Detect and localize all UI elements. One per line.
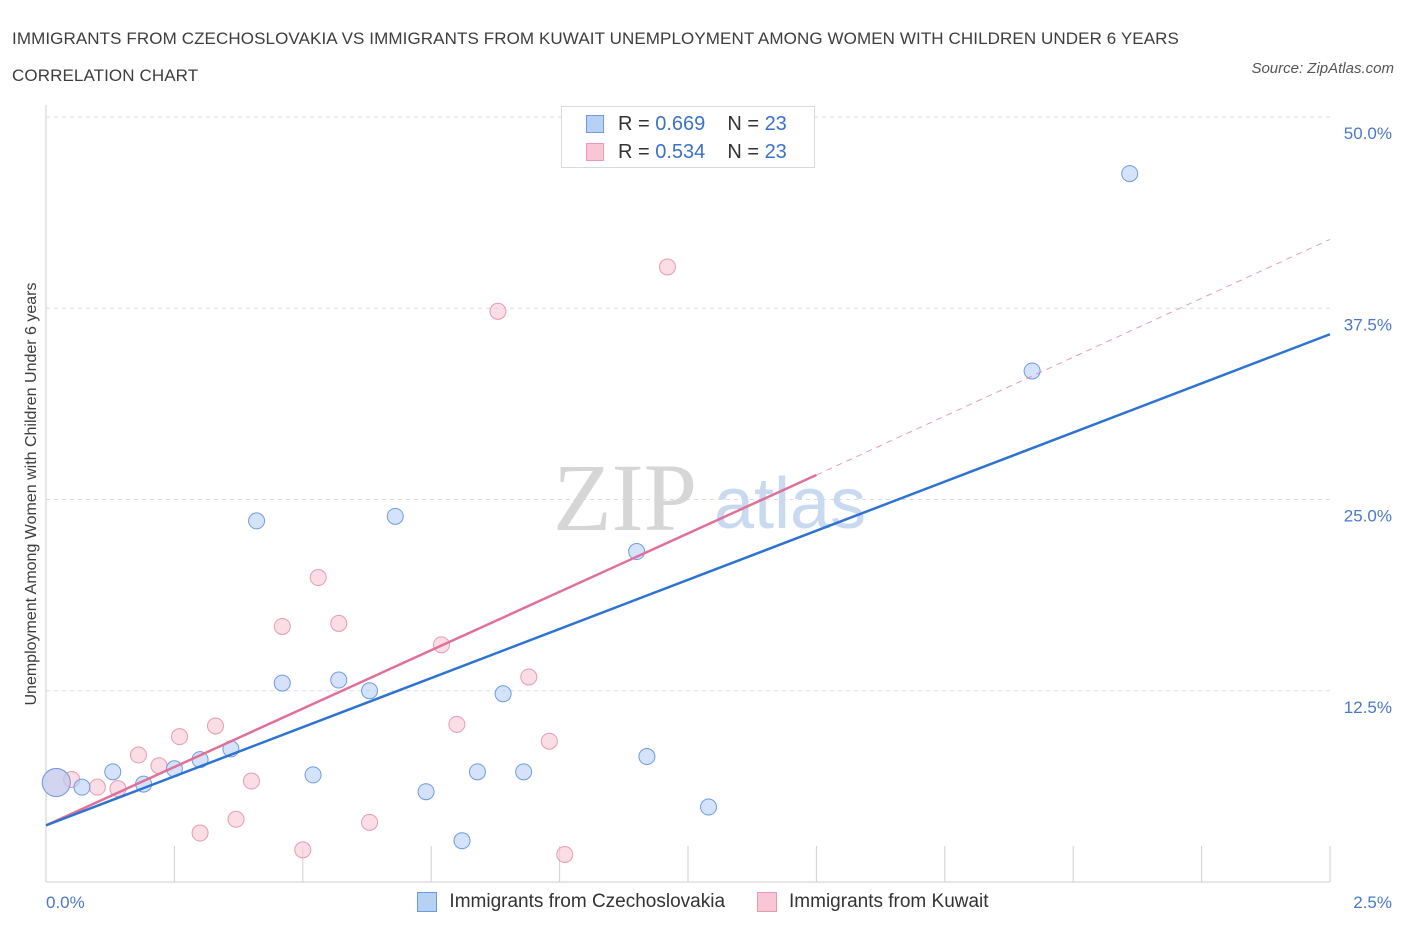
kuwait-point (242, 772, 260, 790)
legend-item-kuwait[interactable]: Immigrants from Kuwait (757, 891, 989, 913)
czechoslovakia-point (453, 832, 471, 850)
kuwait-point (540, 732, 558, 750)
r-label: R = (618, 112, 650, 135)
r-value: 0.534 (655, 140, 706, 163)
czechoslovakia-point (494, 685, 512, 703)
czechoslovakia-point (273, 674, 291, 692)
czechoslovakia-point (361, 682, 379, 700)
watermark-zip: ZIP (553, 444, 697, 551)
kuwait-point (520, 668, 538, 686)
czechoslovakia-point (1023, 362, 1041, 380)
y-tick-label: 12.5% (1344, 698, 1392, 717)
legend-item-czechoslovakia[interactable]: Immigrants from Czechoslovakia (417, 891, 725, 913)
stats-row-czechoslovakia: R = 0.669 N = 23 (586, 112, 787, 136)
stats-row-kuwait: R = 0.534 N = 23 (586, 140, 787, 164)
source-label: Source: ZipAtlas.com (1251, 60, 1394, 77)
pink-swatch (757, 892, 778, 912)
n-label: N = (727, 112, 759, 135)
n-value: 23 (764, 140, 787, 163)
r-value: 0.669 (655, 112, 706, 135)
kuwait-point (330, 614, 348, 632)
czechoslovakia-trendline (45, 333, 1331, 827)
stats-legend: R = 0.669 N = 23 R = 0.534 N = 23 (561, 106, 815, 168)
kuwait-trendline (45, 473, 817, 827)
czechoslovakia-point (386, 507, 404, 525)
kuwait-point (129, 746, 147, 764)
y-tick-label: 25.0% (1344, 507, 1392, 526)
czechoslovakia-point (248, 512, 266, 530)
czechoslovakia-points (41, 165, 1139, 850)
legend-label: Immigrants from Czechoslovakia (449, 891, 726, 912)
blue-swatch (586, 115, 604, 133)
grid (46, 116, 1330, 692)
kuwait-point (227, 810, 245, 828)
kuwait-point (206, 717, 224, 735)
pink-swatch (586, 143, 604, 161)
kuwait-point (273, 617, 291, 635)
kuwait-points (41, 258, 676, 863)
watermark: ZIP atlas (553, 444, 866, 551)
kuwait-point (294, 841, 312, 859)
czechoslovakia-point (468, 763, 486, 781)
czechoslovakia-point (73, 778, 91, 796)
czechoslovakia-point (304, 766, 322, 784)
czechoslovakia-point (417, 783, 435, 801)
series-legend: Immigrants from Czechoslovakia Immigrant… (0, 889, 1406, 915)
n-value: 23 (764, 112, 787, 135)
x-tick-label: 0.0% (46, 893, 85, 912)
czechoslovakia-point (104, 763, 122, 781)
chart-title: IMMIGRANTS FROM CZECHOSLOVAKIA VS IMMIGR… (12, 29, 1179, 85)
kuwait-point (309, 569, 327, 587)
kuwait-point (658, 258, 676, 276)
kuwait-point (489, 302, 507, 320)
czechoslovakia-point (330, 671, 348, 689)
czechoslovakia-point (700, 798, 718, 816)
y-tick-label: 37.5% (1344, 315, 1392, 334)
kuwait-point (88, 778, 106, 796)
kuwait-point (171, 728, 189, 746)
kuwait-point (191, 824, 209, 842)
czechoslovakia-point (41, 768, 71, 798)
n-label: N = (727, 140, 759, 163)
legend-label: Immigrants from Kuwait (789, 891, 989, 912)
kuwait-point (556, 845, 574, 863)
tick-labels: 12.5% 25.0% 37.5% 50.0% 0.0% 2.5% (46, 124, 1392, 912)
y-tick-label: 50.0% (1344, 124, 1392, 143)
watermark-atlas: atlas (714, 464, 866, 544)
kuwait-trend-extension (816, 238, 1331, 476)
kuwait-point (448, 715, 466, 733)
x-tick-label: 2.5% (1353, 893, 1392, 912)
y-axis-label: Unemployment Among Women with Children U… (23, 282, 40, 705)
czechoslovakia-point (515, 763, 533, 781)
blue-swatch (417, 892, 438, 912)
czechoslovakia-point (638, 748, 656, 766)
r-label: R = (618, 140, 650, 163)
trendlines (45, 238, 1331, 827)
czechoslovakia-point (1121, 165, 1139, 183)
kuwait-point (361, 813, 379, 831)
